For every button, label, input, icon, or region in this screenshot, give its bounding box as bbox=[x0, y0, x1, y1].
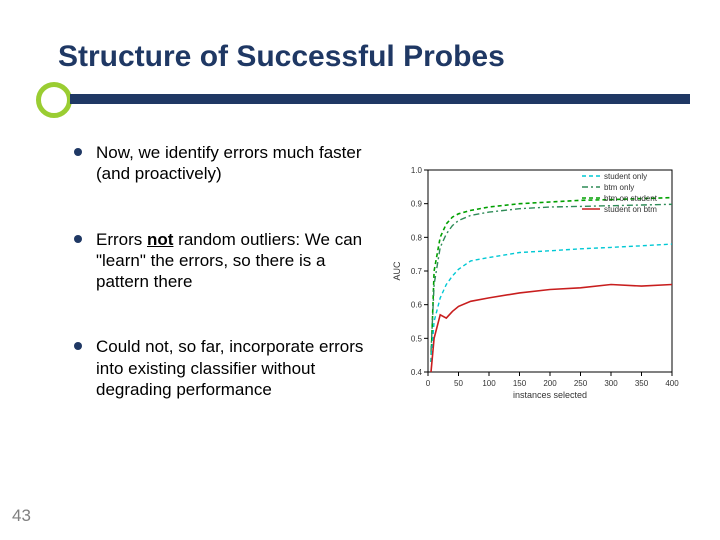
bullet-text: Could not, so far, incorporate errors in… bbox=[96, 336, 380, 400]
list-item: Could not, so far, incorporate errors in… bbox=[74, 336, 380, 400]
bullet-text-emph: not bbox=[147, 230, 173, 249]
accent-circle-icon bbox=[36, 82, 72, 118]
svg-text:0.4: 0.4 bbox=[411, 368, 423, 377]
bullet-text: Errors not random outliers: We can "lear… bbox=[96, 229, 380, 293]
auc-line-chart: 0 50 100 150 200 250 300 350 400 0.4 0.5 0.6 0.7 0.8 0… bbox=[390, 162, 680, 402]
svg-text:0.6: 0.6 bbox=[411, 301, 423, 310]
svg-text:instances selected: instances selected bbox=[513, 390, 587, 400]
svg-text:student on btm: student on btm bbox=[604, 205, 657, 214]
slide: Structure of Successful Probes Now, we i… bbox=[0, 0, 720, 540]
bullet-text-pre: Now, we identify errors much faster (and… bbox=[96, 143, 361, 183]
svg-text:150: 150 bbox=[513, 379, 527, 388]
svg-text:0.9: 0.9 bbox=[411, 200, 423, 209]
accent-bar bbox=[40, 88, 690, 114]
svg-text:0.8: 0.8 bbox=[411, 233, 423, 242]
svg-text:btm only: btm only bbox=[604, 183, 634, 192]
svg-text:100: 100 bbox=[482, 379, 496, 388]
page-number: 43 bbox=[12, 506, 31, 526]
svg-text:0.5: 0.5 bbox=[411, 334, 423, 343]
page-title: Structure of Successful Probes bbox=[58, 40, 690, 74]
list-item: Errors not random outliers: We can "lear… bbox=[74, 229, 380, 293]
bullet-list: Now, we identify errors much faster (and… bbox=[40, 142, 380, 444]
bullet-icon bbox=[74, 148, 82, 156]
svg-text:1.0: 1.0 bbox=[411, 166, 423, 175]
svg-text:0: 0 bbox=[426, 379, 431, 388]
bullet-icon bbox=[74, 235, 82, 243]
svg-text:300: 300 bbox=[604, 379, 618, 388]
bullet-text-pre: Errors bbox=[96, 230, 147, 249]
list-item: Now, we identify errors much faster (and… bbox=[74, 142, 380, 185]
svg-text:student only: student only bbox=[604, 172, 647, 181]
svg-text:250: 250 bbox=[574, 379, 588, 388]
chart-holder: 0 50 100 150 200 250 300 350 400 0.4 0.5 0.6 0.7 0.8 0… bbox=[380, 142, 690, 402]
svg-text:50: 50 bbox=[454, 379, 463, 388]
svg-text:200: 200 bbox=[543, 379, 557, 388]
svg-text:350: 350 bbox=[635, 379, 649, 388]
svg-text:400: 400 bbox=[665, 379, 679, 388]
svg-text:0.7: 0.7 bbox=[411, 267, 423, 276]
bullet-icon bbox=[74, 342, 82, 350]
svg-text:AUC: AUC bbox=[392, 261, 402, 281]
svg-text:btm on student: btm on student bbox=[604, 194, 658, 203]
body-row: Now, we identify errors much faster (and… bbox=[40, 142, 690, 444]
bullet-text-pre: Could not, so far, incorporate errors in… bbox=[96, 337, 363, 399]
accent-bar-fill bbox=[70, 94, 690, 104]
bullet-text: Now, we identify errors much faster (and… bbox=[96, 142, 380, 185]
